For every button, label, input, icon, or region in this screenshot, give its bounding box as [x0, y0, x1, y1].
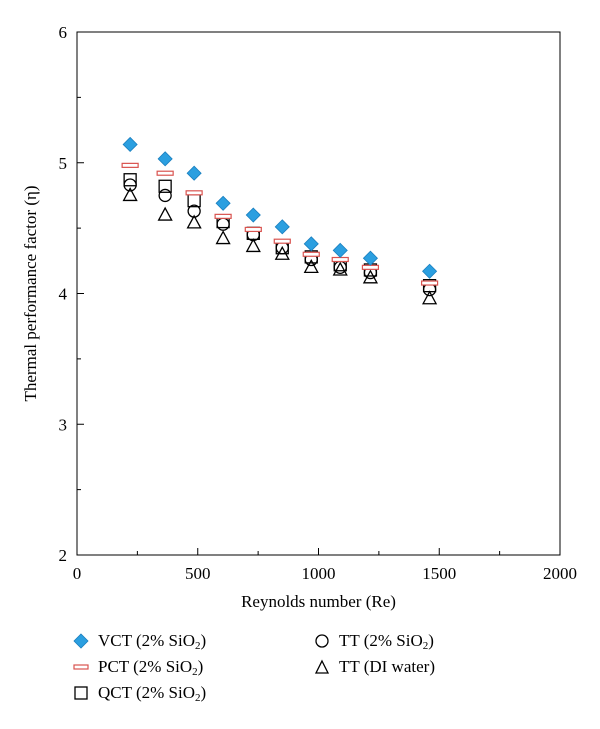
data-point-dash	[214, 213, 232, 219]
data-points	[121, 136, 439, 305]
plot-frame	[76, 31, 561, 556]
x-axis-title: Reynolds number (Re)	[241, 592, 396, 611]
data-point-triangle	[362, 269, 379, 284]
x-tick-labels: 0 500 1000 1500 2000	[73, 564, 577, 583]
x-tick-label: 1500	[422, 564, 456, 583]
data-point-diamond	[422, 263, 438, 279]
x-tick-label: 2000	[543, 564, 577, 583]
axis-ticks	[76, 31, 561, 556]
data-point-dash	[361, 264, 380, 270]
x-tick-label: 0	[73, 564, 82, 583]
data-point-circle	[158, 188, 172, 203]
y-tick-label: 2	[59, 546, 68, 565]
data-point-diamond	[303, 236, 319, 252]
data-point-dash	[185, 190, 203, 196]
data-point-dash	[156, 170, 174, 176]
data-point-dash	[302, 251, 320, 257]
data-point-diamond	[245, 207, 261, 223]
data-point-diamond	[332, 242, 348, 258]
y-axis-title: Thermal performance factor (η)	[21, 185, 40, 401]
data-point-dash	[331, 256, 349, 263]
plot-area	[76, 31, 561, 556]
data-point-triangle	[186, 214, 202, 229]
data-point-diamond	[274, 219, 290, 235]
data-point-square	[158, 179, 172, 193]
data-point-triangle	[245, 238, 261, 253]
data-point-circle	[187, 204, 201, 218]
data-point-dash	[420, 280, 439, 286]
data-point-dash	[273, 238, 291, 244]
y-tick-label: 4	[59, 285, 68, 304]
data-point-triangle	[215, 230, 231, 245]
data-point-diamond	[122, 136, 138, 153]
data-point-square	[123, 173, 137, 187]
data-point-triangle	[421, 290, 438, 305]
data-point-triangle	[332, 261, 348, 276]
x-tick-label: 1000	[302, 564, 336, 583]
data-point-triangle	[122, 187, 138, 202]
x-tick-label: 500	[185, 564, 211, 583]
data-point-dash	[121, 162, 139, 168]
data-point-triangle	[303, 258, 319, 274]
y-tick-labels: 2 3 4 5 6	[59, 23, 68, 565]
data-point-diamond	[157, 151, 173, 167]
data-point-dash	[244, 226, 262, 233]
y-tick-label: 5	[59, 154, 68, 173]
data-point-triangle	[157, 206, 173, 221]
y-tick-label: 3	[59, 415, 68, 434]
data-point-diamond	[215, 195, 231, 211]
data-point-diamond	[186, 165, 202, 181]
data-point-square	[422, 279, 437, 293]
y-tick-label: 6	[59, 23, 68, 42]
data-point-diamond	[362, 250, 378, 266]
data-point-circle	[216, 217, 230, 231]
